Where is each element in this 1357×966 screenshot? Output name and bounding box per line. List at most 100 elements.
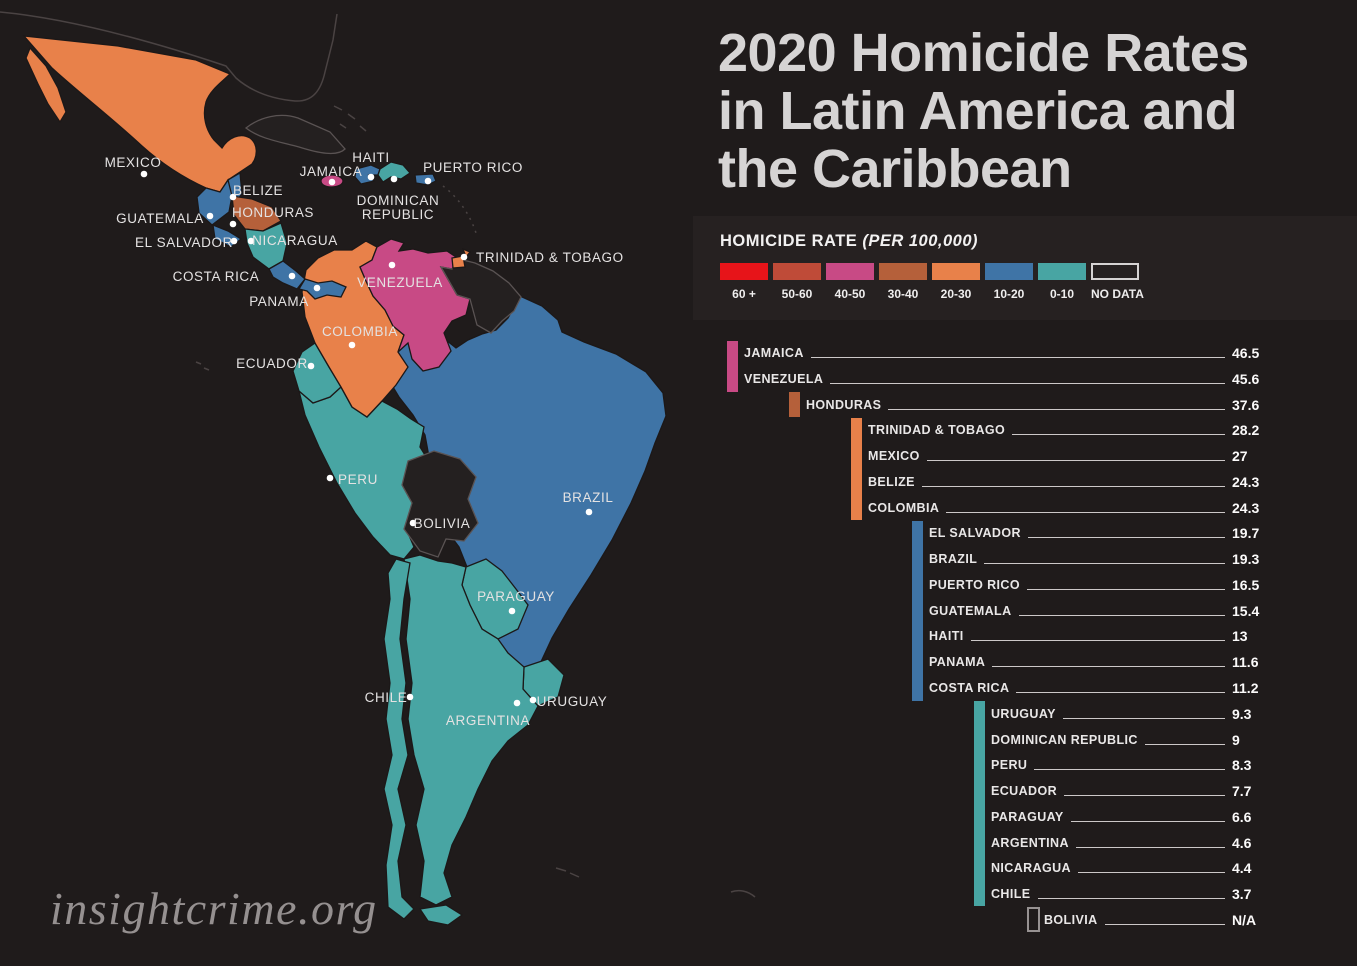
leader-line bbox=[1064, 795, 1225, 796]
capital-dot bbox=[388, 261, 396, 269]
capital-dot bbox=[326, 474, 334, 482]
country-label: BOLIVIA bbox=[1044, 913, 1098, 927]
rate-value: 28.2 bbox=[1232, 422, 1260, 438]
capital-dot bbox=[348, 341, 356, 349]
country-label: PARAGUAY bbox=[991, 810, 1064, 824]
map-label-puerto-rico: PUERTO RICO bbox=[423, 160, 523, 175]
country-label: CHILE bbox=[991, 887, 1031, 901]
rate-row-nicaragua: NICARAGUA 4.4 bbox=[991, 855, 1264, 881]
south-georgia-arc bbox=[730, 889, 756, 898]
country-label: BRAZIL bbox=[929, 552, 978, 566]
leader-line bbox=[970, 640, 1225, 641]
map-label-el-salvador: EL SALVADOR bbox=[135, 235, 233, 250]
legend-swatches: 60 + 50-60 40-50 30-40 20-30 10-20 0-10 NO DATA bbox=[720, 263, 1144, 301]
galapagos-islands bbox=[195, 361, 210, 371]
country-dominican-republic bbox=[377, 161, 411, 183]
rate-value: 45.6 bbox=[1232, 371, 1260, 387]
country-label: EL SALVADOR bbox=[929, 526, 1021, 540]
country-mexico bbox=[22, 35, 257, 193]
legend-swatch-60+ bbox=[720, 263, 768, 280]
rate-row-paraguay: PARAGUAY 6.6 bbox=[991, 804, 1264, 830]
legend-label-no-data: NO DATA bbox=[1091, 287, 1144, 301]
legend-label-20-30: 20-30 bbox=[940, 287, 972, 301]
map-country-labels: MEXICO BELIZE GUATEMALA HONDURAS EL SALVADOR… bbox=[105, 150, 624, 728]
legend-swatch-0-10 bbox=[1038, 263, 1086, 280]
map-label-haiti: HAITI bbox=[352, 150, 390, 165]
rate-value: 19.3 bbox=[1232, 551, 1260, 567]
capital-dot bbox=[230, 237, 238, 245]
page-title: 2020 Homicide Rates in Latin America and… bbox=[718, 24, 1348, 198]
map-label-belize: BELIZE bbox=[233, 183, 283, 198]
rate-value: 7.7 bbox=[1232, 783, 1252, 799]
country-label: PANAMA bbox=[929, 655, 986, 669]
country-label: GUATEMALA bbox=[929, 604, 1012, 618]
rate-row-dominican-republic: DOMINICAN REPUBLIC 9 bbox=[991, 727, 1264, 753]
legend-bucket-30-40: 30-40 bbox=[879, 263, 927, 301]
country-label: ECUADOR bbox=[991, 784, 1057, 798]
bucket-bar-20-30 bbox=[851, 418, 862, 520]
rate-row-trinidad-tobago: TRINIDAD & TOBAGO 28.2 bbox=[868, 417, 1264, 443]
map-label-brazil: BRAZIL bbox=[563, 490, 614, 505]
rate-value: 27 bbox=[1232, 448, 1248, 464]
rate-value: 15.4 bbox=[1232, 603, 1260, 619]
rate-row-guatemala: GUATEMALA 15.4 bbox=[929, 598, 1264, 624]
capital-dot bbox=[307, 362, 315, 370]
leader-line bbox=[1016, 692, 1225, 693]
legend-swatch-20-30 bbox=[932, 263, 980, 280]
rate-value: 16.5 bbox=[1232, 577, 1260, 593]
capital-dot bbox=[247, 237, 255, 245]
rate-row-venezuela: VENEZUELA 45.6 bbox=[744, 366, 1264, 392]
country-label: BELIZE bbox=[868, 475, 915, 489]
country-panama bbox=[297, 278, 347, 300]
rate-row-brazil: BRAZIL 19.3 bbox=[929, 546, 1264, 572]
country-label: MEXICO bbox=[868, 449, 920, 463]
rate-value: 4.4 bbox=[1232, 860, 1252, 876]
rate-row-jamaica: JAMAICA 46.5 bbox=[744, 340, 1264, 366]
capital-dot bbox=[390, 175, 398, 183]
country-label: HONDURAS bbox=[806, 398, 882, 412]
capital-dot bbox=[513, 699, 521, 707]
map-label-mexico: MEXICO bbox=[105, 155, 162, 170]
leader-line bbox=[888, 409, 1225, 410]
leader-line bbox=[1070, 821, 1225, 822]
country-label: ARGENTINA bbox=[991, 836, 1069, 850]
bucket-bar-30-40 bbox=[789, 392, 800, 417]
title-line-1: 2020 Homicide Rates bbox=[718, 23, 1249, 83]
lesser-antilles-arc bbox=[442, 185, 478, 237]
legend-label-10-20: 10-20 bbox=[993, 287, 1025, 301]
rate-row-uruguay: URUGUAY 9.3 bbox=[991, 701, 1264, 727]
rate-row-puerto-rico: PUERTO RICO 16.5 bbox=[929, 572, 1264, 598]
bucket-bar-0-10 bbox=[974, 701, 985, 906]
leader-line bbox=[926, 460, 1225, 461]
rate-value: 24.3 bbox=[1232, 474, 1260, 490]
country-label: HAITI bbox=[929, 629, 964, 643]
capital-dot bbox=[460, 253, 468, 261]
map-label-costa-rica: COSTA RICA bbox=[173, 269, 260, 284]
legend-label-30-40: 30-40 bbox=[887, 287, 919, 301]
leader-line bbox=[1062, 718, 1225, 719]
country-label: PERU bbox=[991, 758, 1028, 772]
leader-line bbox=[946, 512, 1225, 513]
leader-line bbox=[992, 666, 1225, 667]
bucket-bar-no-data bbox=[1027, 907, 1040, 932]
country-bolivia bbox=[401, 450, 479, 558]
rate-row-peru: PERU 8.3 bbox=[991, 752, 1264, 778]
legend-heading-note: (PER 100,000) bbox=[862, 232, 979, 250]
brand-watermark: insightcrime.org bbox=[50, 883, 378, 934]
legend-panel: HOMICIDE RATE (PER 100,000) 60 + 50-60 40-… bbox=[693, 216, 1357, 320]
leader-line bbox=[921, 486, 1225, 487]
bahamas-islands bbox=[333, 105, 367, 132]
map-label-bolivia: BOLIVIA bbox=[414, 516, 471, 531]
country-argentina bbox=[403, 554, 539, 906]
legend-label-40-50: 40-50 bbox=[834, 287, 866, 301]
legend-bucket-0-10: 0-10 bbox=[1038, 263, 1086, 301]
rate-value: 37.6 bbox=[1232, 397, 1260, 413]
legend-bucket-no-data: NO DATA bbox=[1091, 263, 1144, 301]
rate-value: 13 bbox=[1232, 628, 1248, 644]
capital-dot bbox=[229, 220, 237, 228]
capital-dot bbox=[508, 607, 516, 615]
rate-row-argentina: ARGENTINA 4.6 bbox=[991, 830, 1264, 856]
capital-dot bbox=[367, 173, 375, 181]
legend-swatch-40-50 bbox=[826, 263, 874, 280]
legend-bucket-10-20: 10-20 bbox=[985, 263, 1033, 301]
